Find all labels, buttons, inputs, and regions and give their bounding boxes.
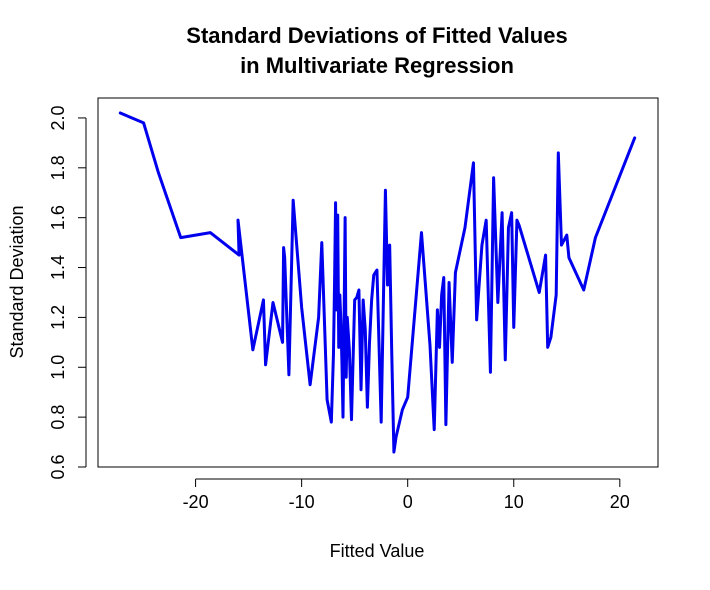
x-tick-label: -20 [183, 492, 209, 512]
y-tick-label: 2.0 [48, 105, 68, 130]
x-axis-label: Fitted Value [330, 541, 425, 561]
y-tick-label: 0.6 [48, 454, 68, 479]
plot-frame [97, 97, 659, 468]
x-tick-label: 10 [504, 492, 524, 512]
y-tick-label: 1.6 [48, 205, 68, 230]
y-tick-label: 1.8 [48, 155, 68, 180]
x-tick-label: 20 [610, 492, 630, 512]
y-axis-label: Standard Deviation [7, 205, 27, 358]
chart-title-line-2: in Multivariate Regression [240, 53, 514, 78]
y-tick-label: 0.8 [48, 405, 68, 430]
x-axis: -20 -10 0 10 20 [183, 478, 630, 512]
y-tick-label: 1.0 [48, 355, 68, 380]
x-tick-label: -10 [289, 492, 315, 512]
series-layer [118, 111, 637, 454]
series-line [118, 111, 637, 454]
y-tick-label: 1.4 [48, 255, 68, 280]
chart-title-line-1: Standard Deviations of Fitted Values [186, 23, 567, 48]
y-tick-label: 1.2 [48, 305, 68, 330]
x-tick-label: 0 [403, 492, 413, 512]
y-axis: 0.6 0.8 1.0 1.2 1.4 1.6 1.8 2.0 [48, 105, 87, 480]
